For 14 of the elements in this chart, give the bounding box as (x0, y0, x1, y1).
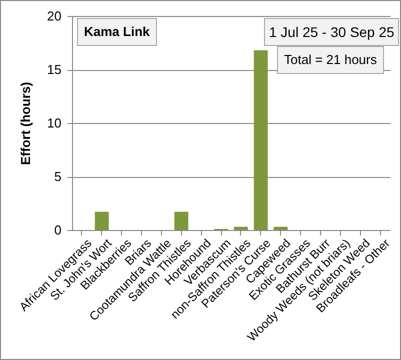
y-tick-label: 20 (47, 8, 62, 24)
bar (254, 50, 268, 230)
y-tick-label: 5 (54, 169, 62, 184)
y-axis-title: Effort (hours) (18, 82, 34, 166)
annotation: Kama Link (77, 18, 157, 46)
bar (234, 226, 248, 230)
y-tick-label: 15 (47, 62, 62, 77)
bar (174, 212, 188, 230)
bar (94, 212, 109, 230)
y-tick-label: 0 (54, 222, 62, 238)
y-tick-label: 10 (47, 116, 62, 130)
annotation: 1 Jul 25 - 30 Sep 25 (264, 18, 400, 46)
annotation: Total = 21 hours (277, 46, 384, 74)
bar (274, 226, 288, 230)
